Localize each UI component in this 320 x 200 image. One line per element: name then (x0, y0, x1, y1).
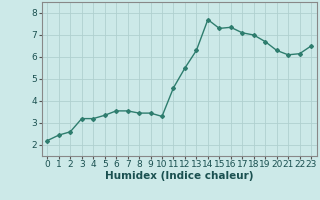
X-axis label: Humidex (Indice chaleur): Humidex (Indice chaleur) (105, 171, 253, 181)
